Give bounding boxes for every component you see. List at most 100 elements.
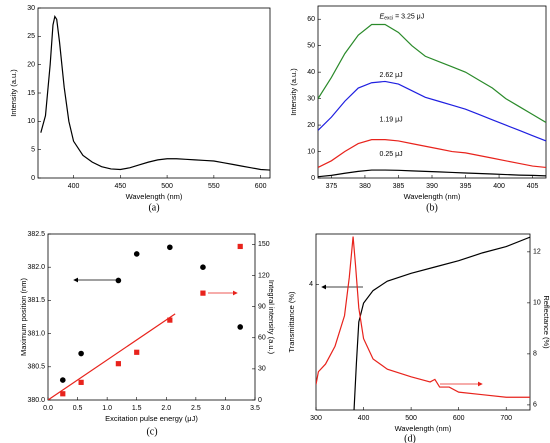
annotation-text: 0.25 μJ	[380, 151, 403, 158]
y-tick-label: 0	[31, 175, 35, 182]
panel: 400 450 500 550 600 0 5 10 15 20 25 30 Wavelength (n…	[9, 5, 271, 213]
y2-tick-label: 120	[258, 272, 270, 279]
data-line	[318, 23, 546, 123]
x-tick-label: 0.0	[43, 405, 53, 412]
y-tick-label: 25	[27, 33, 35, 40]
x-axis-label: Excitation pulse energy (μJ)	[105, 414, 198, 423]
x-tick-label: 400	[68, 183, 80, 190]
y2-tick-label: 90	[258, 303, 266, 310]
y-tick-label: 380.5	[27, 364, 45, 371]
y2-tick-label: 30	[258, 366, 266, 373]
y2-tick-label: 150	[258, 241, 270, 248]
annotation-text: 1.19 μJ	[380, 116, 403, 123]
plot-frame	[47, 233, 256, 401]
x-tick-label: 380	[359, 183, 371, 190]
annotation: 2.62 μJ	[380, 72, 403, 79]
x-tick-label: 2.5	[191, 405, 201, 412]
point	[237, 243, 243, 250]
annotation-symbol: E	[380, 13, 385, 20]
annotation-text: = 3.25 μJ	[393, 13, 424, 20]
annotation: Eexci = 3.25 μJ	[380, 13, 425, 21]
x-tick-label: 385	[393, 183, 405, 190]
x-tick-label: 2.0	[161, 405, 171, 412]
y-tick-label: 381.5	[27, 297, 45, 304]
x-tick-label: 375	[326, 183, 338, 190]
y-tick-label: 15	[27, 90, 35, 97]
point	[59, 377, 66, 383]
data-line	[40, 14, 270, 171]
x-axis-label: Wavelength (nm)	[395, 424, 452, 433]
data-line	[353, 236, 530, 410]
y-tick-label: 50	[307, 43, 315, 50]
y-axis-label: Transmittance (%)	[287, 291, 296, 352]
x-tick-label: 500	[405, 415, 417, 422]
x-tick-label: 0.5	[73, 405, 83, 412]
point	[60, 391, 66, 397]
data-line	[316, 236, 530, 398]
x-tick-label: 1.5	[132, 405, 142, 412]
x-tick-label: 1.0	[102, 405, 112, 412]
caption: (d)	[404, 433, 416, 443]
x-tick-label: 395	[460, 183, 472, 190]
caption: (b)	[426, 202, 438, 213]
x-tick-label: 400	[358, 415, 370, 422]
x-axis-label: Wavelength (nm)	[126, 192, 183, 201]
y-axis-label: Maximum position (nm)	[19, 278, 28, 356]
panel: 0.0 0.5 1.0 1.5 2.0 2.5 3.0 3.5 380.0 380.5 381.0 3…	[19, 231, 276, 437]
y-tick-label: 10	[307, 148, 315, 155]
y-tick-label: 20	[307, 122, 315, 129]
x-tick-label: 390	[426, 183, 438, 190]
y2-tick-label: 12	[533, 249, 541, 256]
point	[134, 349, 140, 355]
x-tick-label: 405	[527, 183, 539, 190]
y-tick-label: 4	[309, 281, 313, 288]
y-tick-label: 380.0	[27, 397, 45, 404]
data-line	[318, 139, 546, 169]
y-tick-label: 10	[27, 118, 35, 125]
x-tick-label: 3.5	[250, 405, 260, 412]
x-tick-label: 550	[208, 183, 220, 190]
y2-tick-label: 8	[533, 351, 537, 358]
panel: 300 400 500 600 700 4 6 8 10 12 Wavelength (nm) Tra…	[287, 233, 550, 443]
caption: (a)	[148, 202, 159, 213]
annotation: 1.19 μJ	[380, 116, 403, 123]
x-tick-label: 400	[493, 183, 505, 190]
y-tick-label: 0	[311, 175, 315, 182]
y2-tick-label: 0	[258, 397, 262, 404]
point	[115, 361, 121, 367]
data-line	[48, 313, 176, 400]
x-tick-label: 600	[453, 415, 465, 422]
x-axis-label: Wavelength (nm)	[404, 192, 461, 201]
data-line	[318, 169, 546, 178]
point	[115, 277, 122, 284]
x-tick-label: 700	[500, 415, 512, 422]
y-tick-label: 20	[27, 62, 35, 69]
annotation: 0.25 μJ	[380, 151, 403, 158]
y-tick-label: 5	[31, 147, 35, 154]
point	[78, 350, 84, 357]
y2-axis-label: Integral intensity (a.u.)	[267, 280, 276, 355]
y2-tick-label: 6	[533, 402, 537, 409]
point	[200, 290, 206, 296]
y-tick-label: 30	[27, 5, 35, 12]
x-tick-label: 600	[255, 183, 267, 190]
y2-tick-label: 60	[258, 335, 266, 342]
y-tick-label: 60	[307, 16, 315, 23]
data-line	[318, 80, 546, 142]
caption: (c)	[146, 426, 157, 437]
y-tick-label: 381.0	[27, 330, 45, 337]
point	[133, 251, 140, 257]
y2-tick-label: 10	[533, 300, 541, 307]
point	[78, 379, 84, 385]
x-tick-label: 500	[161, 183, 173, 190]
point	[167, 244, 173, 251]
x-tick-label: 300	[310, 415, 322, 422]
annotation-text: 2.62 μJ	[380, 72, 403, 79]
y-axis-label: Intensity (a.u.)	[289, 68, 298, 116]
x-tick-label: 3.0	[221, 405, 231, 412]
y-tick-label: 382.5	[27, 231, 45, 238]
point	[200, 264, 206, 271]
y2-axis-label: Reflectance (%)	[542, 295, 550, 349]
plot-frame	[317, 5, 547, 179]
